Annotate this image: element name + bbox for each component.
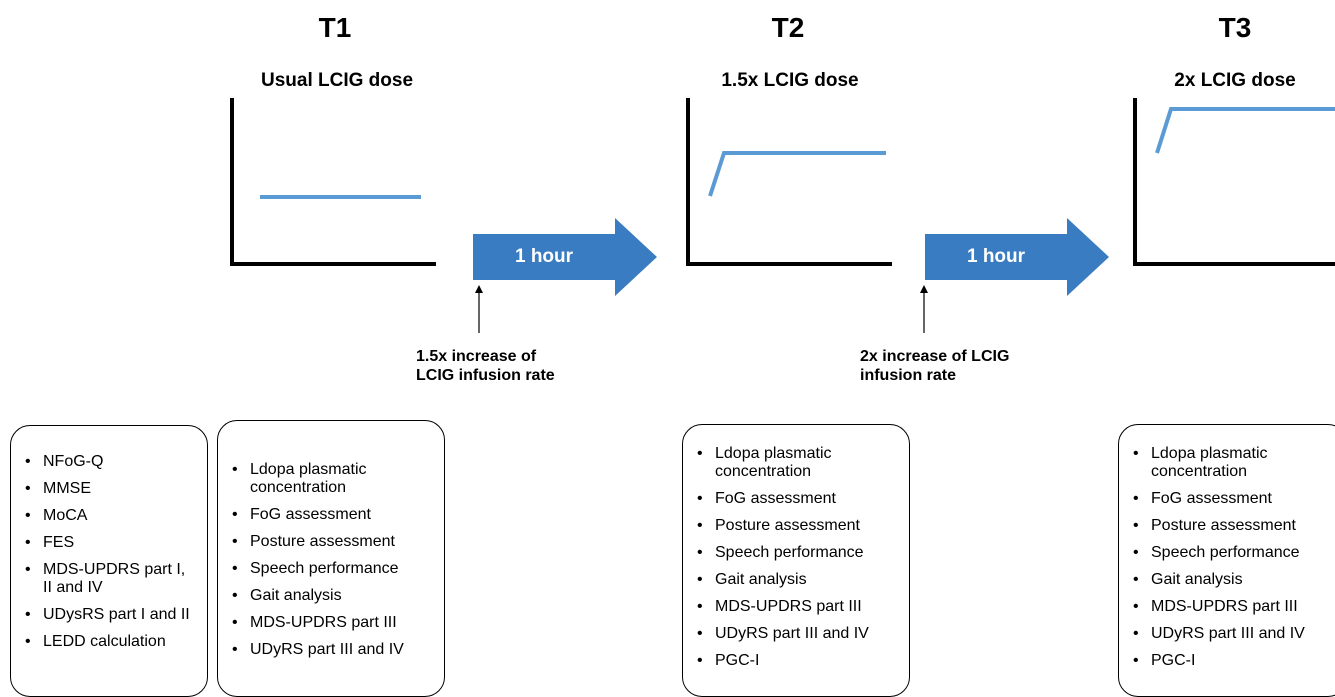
dose-graph-t2 bbox=[686, 98, 892, 266]
dose-level-line bbox=[708, 151, 886, 197]
list-item: • MDS-UPDRS part I, II and IV bbox=[25, 561, 186, 596]
infusion-note-1: 1.5x increase of LCIG infusion rate bbox=[416, 348, 555, 384]
assessment-list: • Ldopa plasmatic concentration • FoG asse… bbox=[1133, 445, 1335, 670]
time-arrow-2-label: 1 hour bbox=[966, 246, 1026, 267]
list-item: • Posture assessment bbox=[232, 533, 395, 550]
graph-axes bbox=[230, 98, 436, 266]
assessment-box-t1: • Ldopa plasmatic concentration • FoG asse… bbox=[217, 420, 445, 697]
timepoint-label-t1: T1 bbox=[318, 12, 352, 43]
list-item: • FoG assessment bbox=[232, 506, 371, 523]
list-item: • FoG assessment bbox=[1133, 490, 1272, 507]
list-item: • Speech performance bbox=[232, 560, 399, 577]
list-item: • Posture assessment bbox=[1133, 517, 1296, 534]
assessment-box-t3: • Ldopa plasmatic concentration • FoG asse… bbox=[1118, 424, 1335, 697]
assessment-list: • Ldopa plasmatic concentration • FoG asse… bbox=[697, 445, 899, 670]
up-arrow-icon bbox=[920, 285, 928, 333]
list-item: • Speech performance bbox=[1133, 544, 1300, 561]
list-item: • UDyRS part III and IV bbox=[1133, 625, 1305, 642]
list-item: • Posture assessment bbox=[697, 517, 860, 534]
dose-level-line bbox=[1155, 107, 1335, 154]
dose-graph-t1 bbox=[230, 98, 436, 266]
timepoint-label-t3: T3 bbox=[1218, 12, 1252, 43]
graph-axes bbox=[686, 98, 892, 266]
list-item: • FoG assessment bbox=[697, 490, 836, 507]
assessment-box-baseline: • NFoG-Q • MMSE • MoCA • FES • MDS-UPDRS part… bbox=[10, 425, 208, 697]
list-item: • Gait analysis bbox=[232, 587, 342, 604]
list-item: • Gait analysis bbox=[697, 571, 807, 588]
list-item: • LEDD calculation bbox=[25, 633, 166, 650]
list-item: • FES bbox=[25, 534, 75, 551]
graph-axes bbox=[1133, 98, 1335, 266]
dose-title-t3: 2x LCIG dose bbox=[1174, 70, 1296, 91]
dose-title-t1: Usual LCIG dose bbox=[260, 70, 414, 91]
list-item: • NFoG-Q bbox=[25, 453, 104, 470]
time-arrow-2 bbox=[925, 218, 1109, 296]
assessment-list: • NFoG-Q • MMSE • MoCA • FES • MDS-UPDRS part… bbox=[25, 453, 197, 651]
list-item: • PGC-I bbox=[697, 652, 760, 669]
time-arrow-1-label: 1 hour bbox=[514, 246, 574, 267]
assessment-list: • Ldopa plasmatic concentration • FoG asse… bbox=[232, 461, 434, 659]
list-item: • UDyRS part III and IV bbox=[232, 641, 404, 658]
assessment-box-t2: • Ldopa plasmatic concentration • FoG asse… bbox=[682, 424, 910, 697]
list-item: • MoCA bbox=[25, 507, 88, 524]
list-item: • Speech performance bbox=[697, 544, 864, 561]
list-item: • MDS-UPDRS part III bbox=[1133, 598, 1298, 615]
list-item: • MDS-UPDRS part III bbox=[697, 598, 862, 615]
timepoint-label-t2: T2 bbox=[771, 12, 805, 43]
dose-graph-t3 bbox=[1133, 98, 1335, 266]
list-item: • Ldopa plasmatic concentration bbox=[1133, 445, 1268, 480]
list-item: • Ldopa plasmatic concentration bbox=[697, 445, 832, 480]
list-item: • PGC-I bbox=[1133, 652, 1196, 669]
time-arrow-1 bbox=[473, 218, 657, 296]
list-item: • Gait analysis bbox=[1133, 571, 1243, 588]
up-arrow-icon bbox=[475, 285, 483, 333]
list-item: • UDyRS part III and IV bbox=[697, 625, 869, 642]
list-item: • MMSE bbox=[25, 480, 91, 497]
list-item: • MDS-UPDRS part III bbox=[232, 614, 397, 631]
infusion-note-2: 2x increase of LCIG infusion rate bbox=[860, 348, 1010, 384]
list-item: • Ldopa plasmatic concentration bbox=[232, 461, 367, 496]
list-item: • UDysRS part I and II bbox=[25, 606, 190, 623]
dose-title-t2: 1.5x LCIG dose bbox=[721, 70, 859, 91]
